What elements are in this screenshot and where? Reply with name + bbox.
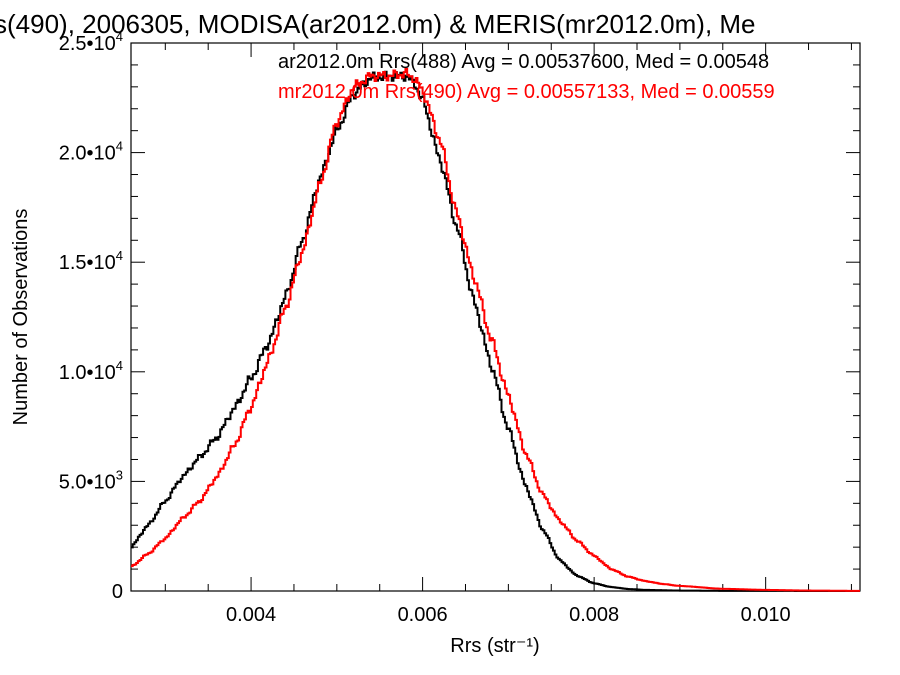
series-layer — [131, 67, 860, 592]
y-tick-label-base: 5.0•10 — [59, 471, 116, 493]
y-tick-label-base: 0 — [112, 581, 123, 603]
y-tick-label: 1.0•104 — [59, 358, 123, 384]
y-tick-label-exponent: 3 — [116, 467, 123, 482]
series-line-1 — [131, 70, 860, 592]
x-axis-ticks: 0.004 0.006 0.008 0.010 — [164, 43, 852, 626]
x-tick-label: 0.010 — [741, 604, 791, 626]
series-line-2 — [131, 67, 860, 592]
y-tick-label: 5.0•103 — [59, 467, 123, 493]
y-tick-label-base: 2.5•10 — [59, 33, 116, 55]
y-tick-label-exponent: 4 — [116, 29, 123, 44]
y-tick-label-exponent: 4 — [116, 139, 123, 154]
x-tick-label: 0.004 — [226, 604, 276, 626]
x-axis-label: Rrs (str⁻¹) — [450, 635, 539, 657]
y-tick-label: 2.0•104 — [59, 139, 123, 165]
y-tick-label-base: 1.0•10 — [59, 362, 116, 384]
y-tick-label: 0 — [112, 581, 123, 603]
legend-entry-2: mr2012.0m Rrs(490) Avg = 0.00557133, Med… — [278, 81, 775, 103]
legend-entry-1: ar2012.0m Rrs(488) Avg = 0.00537600, Med… — [278, 51, 769, 73]
chart-title: s(490), 2006305, MODISA(ar2012.0m) & MER… — [0, 9, 756, 39]
y-tick-label-exponent: 4 — [116, 358, 123, 373]
y-tick-label-base: 1.5•10 — [59, 252, 116, 274]
y-tick-label-exponent: 4 — [116, 248, 123, 263]
y-tick-label: 2.5•104 — [59, 29, 123, 55]
y-tick-label-base: 2.0•10 — [59, 143, 116, 165]
y-tick-label: 1.5•104 — [59, 248, 123, 274]
x-tick-label: 0.006 — [398, 604, 448, 626]
y-axis-label: Number of Observations — [10, 209, 32, 426]
x-tick-label: 0.008 — [569, 604, 619, 626]
plot-frame — [130, 42, 861, 592]
